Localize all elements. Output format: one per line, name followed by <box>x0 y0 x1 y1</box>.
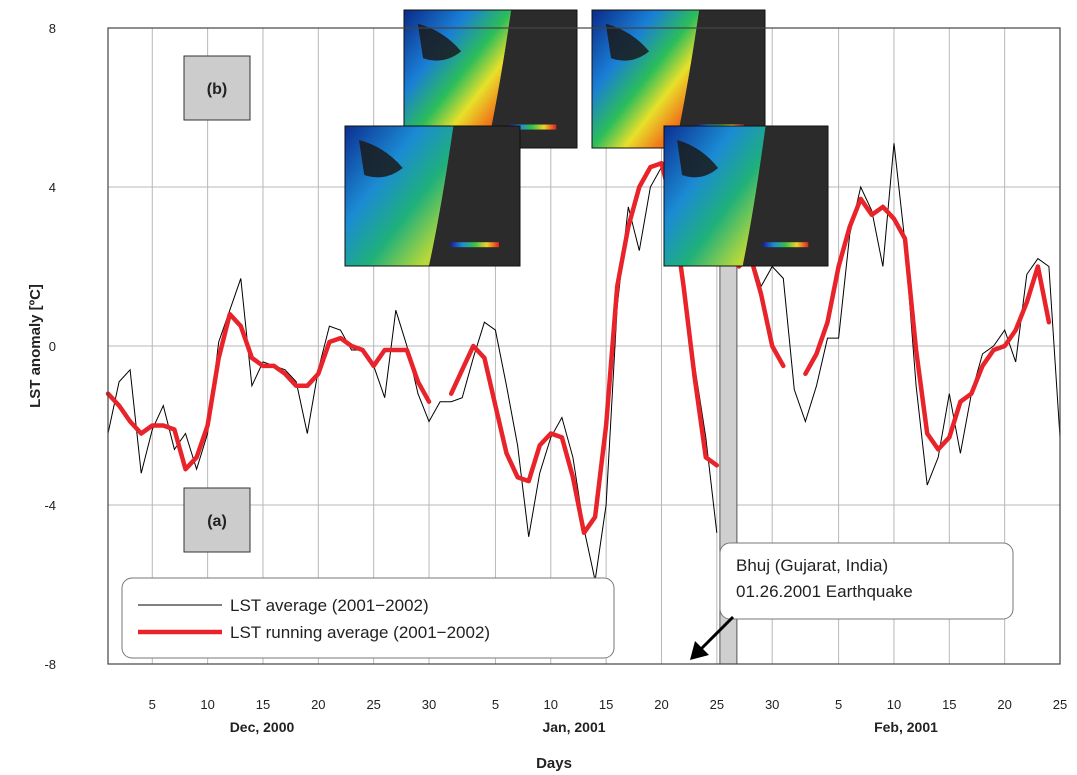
x-tick-label: 15 <box>256 697 270 712</box>
satellite-nodata-region <box>487 10 577 148</box>
satellite-border <box>663 125 829 267</box>
y-axis-title: LST anomaly [ºC] <box>27 284 44 408</box>
annotation-box <box>719 542 1014 620</box>
satellite-nodata-region <box>675 10 765 148</box>
x-tick-label: 15 <box>942 697 956 712</box>
panel-label-a: (a) <box>183 487 251 553</box>
series-line-lst-running-average <box>803 196 1052 452</box>
x-tick-label: 25 <box>710 697 724 712</box>
x-tick-label: 15 <box>599 697 613 712</box>
month-label: Dec, 2000 <box>230 719 295 735</box>
satellite-colorbar <box>762 242 809 248</box>
y-tick-label: 0 <box>49 339 56 354</box>
y-tick-label: 4 <box>49 180 56 195</box>
satellite-image-jan-late <box>591 9 766 149</box>
series-layer <box>105 143 1061 581</box>
satellite-land-mask <box>359 140 403 178</box>
legend-label-average: LST average (2001−2002) <box>230 596 429 615</box>
x-tick-label: 20 <box>311 697 325 712</box>
satellite-image-jan-early <box>344 125 521 267</box>
panel-label-text: (a) <box>207 513 227 530</box>
x-tick-label: 20 <box>654 697 668 712</box>
annotation-line-1: Bhuj (Gujarat, India) <box>736 556 888 575</box>
x-tick-label: 10 <box>887 697 901 712</box>
x-tick-label: 5 <box>149 697 156 712</box>
series-line-lst-average <box>738 143 1061 486</box>
earthquake-annotation: Bhuj (Gujarat, India) 01.26.2001 Earthqua… <box>690 542 1014 660</box>
satellite-land-mask <box>417 23 462 61</box>
panel-label-b: (b) <box>183 55 251 121</box>
satellite-nodata-region <box>742 126 828 266</box>
annotation-arrow-head <box>690 641 709 660</box>
y-tick-label: -8 <box>44 657 56 672</box>
satellite-land-mask <box>605 23 650 61</box>
legend-box <box>121 577 615 659</box>
x-tick-label: 30 <box>765 697 779 712</box>
x-tick-label: 5 <box>492 697 499 712</box>
x-tick-label: 10 <box>544 697 558 712</box>
month-label: Feb, 2001 <box>874 719 938 735</box>
y-tick-label: -4 <box>44 498 56 513</box>
x-tick-label: 25 <box>366 697 380 712</box>
satellite-image-dec <box>403 9 578 149</box>
panel-label-text: (b) <box>207 81 227 98</box>
x-tick-label: 30 <box>422 697 436 712</box>
panel-label-box <box>183 487 251 553</box>
month-label: Jan, 2001 <box>542 719 605 735</box>
x-tick-label: 20 <box>997 697 1011 712</box>
satellite-colorbar <box>507 124 557 130</box>
plot-frame <box>107 27 1061 665</box>
panel-label-box <box>183 55 251 121</box>
satellite-image-feb <box>663 125 829 267</box>
annotation-arrow-shaft <box>698 615 735 652</box>
labels-layer: (b) (a) LST average (2001−2002) LST running… <box>121 55 1014 660</box>
satellite-colorbar <box>450 242 499 248</box>
satellite-land-mask <box>677 140 719 178</box>
series-line-lst-running-average <box>105 311 432 472</box>
x-tick-label: 5 <box>835 697 842 712</box>
satellite-inset-layer <box>344 9 829 267</box>
x-tick-label: 25 <box>1053 697 1067 712</box>
y-tick-label: 8 <box>49 21 56 36</box>
satellite-border <box>344 125 521 267</box>
annotation-line-2: 01.26.2001 Earthquake <box>736 582 913 601</box>
satellite-nodata-region <box>429 126 520 266</box>
legend-label-running: LST running average (2001−2002) <box>230 623 490 642</box>
legend: LST average (2001−2002) LST running avera… <box>121 577 615 659</box>
x-tick-label: 10 <box>200 697 214 712</box>
x-axis-title: Days <box>536 755 572 772</box>
axes-layer: -8 -4 0 4 8 5 10 15 20 25 30 5 10 15 20 25 30 5 10 15 20 25 De… <box>27 21 1067 772</box>
